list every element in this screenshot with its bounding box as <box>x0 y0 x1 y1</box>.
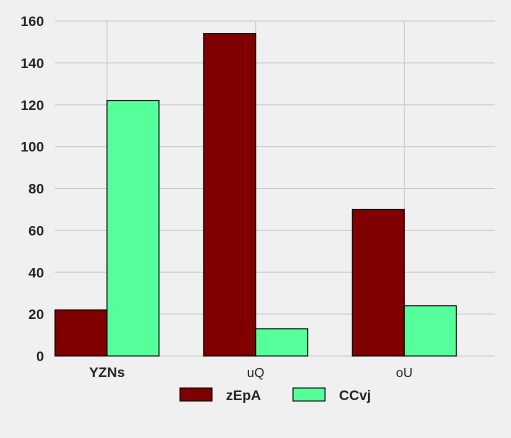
legend-swatch-CCvj <box>292 387 326 402</box>
legend-swatch-zEpA <box>179 387 213 402</box>
y-tick-label: 60 <box>28 222 44 238</box>
y-axis-ticks: 0 20 40 60 80 100 120 140 160 <box>21 13 45 364</box>
y-tick-label: 40 <box>28 264 44 280</box>
y-tick-label: 100 <box>21 139 45 155</box>
y-tick-label: 160 <box>21 13 45 29</box>
y-tick-label: 120 <box>21 97 45 113</box>
x-axis-ticks: YZNs uQ oU <box>89 364 413 380</box>
bar-zEpA-uQ <box>203 33 257 357</box>
y-tick-label: 0 <box>36 348 44 364</box>
bar-CCvj-YZNs <box>106 100 160 357</box>
legend-label-CCvj: CCvj <box>339 387 371 403</box>
bars <box>54 33 457 357</box>
legend-label-zEpA: zEpA <box>226 387 261 403</box>
x-tick-label: oU <box>396 365 413 380</box>
x-tick-label: uQ <box>247 365 264 380</box>
bar-CCvj-uQ <box>255 328 309 357</box>
bar-zEpA-oU <box>351 208 405 357</box>
bar-zEpA-YZNs <box>54 309 108 357</box>
y-tick-label: 140 <box>21 55 45 71</box>
y-tick-label: 80 <box>28 181 44 197</box>
bar-CCvj-oU <box>403 305 457 357</box>
y-tick-label: 20 <box>28 306 44 322</box>
legend: zEpA CCvj <box>179 387 371 403</box>
x-tick-label: YZNs <box>89 364 125 380</box>
